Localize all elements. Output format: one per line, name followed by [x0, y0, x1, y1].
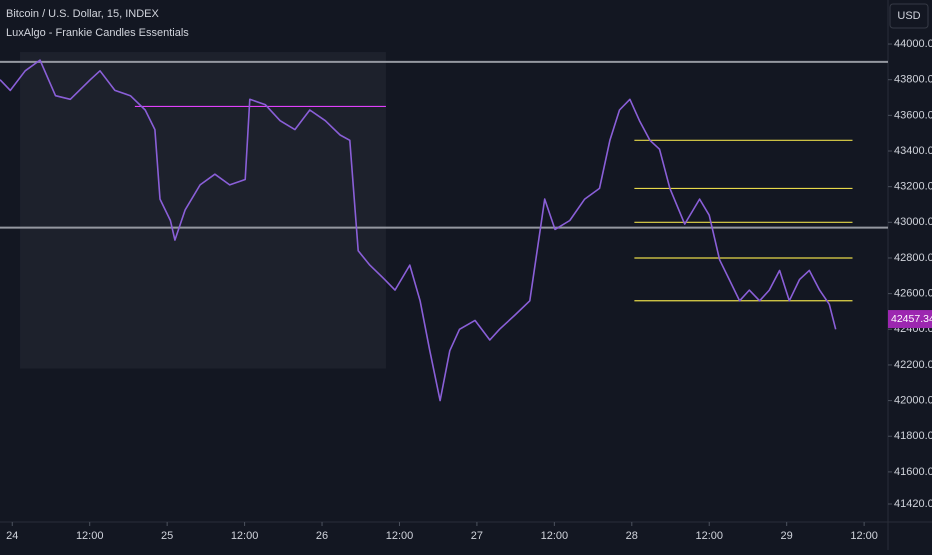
- y-tick-label: 43800.00: [894, 74, 932, 86]
- x-tick-label: 25: [161, 530, 173, 542]
- chart-title: Bitcoin / U.S. Dollar, 15, INDEX: [6, 8, 159, 20]
- x-tick-label: 12:00: [541, 530, 569, 542]
- x-tick-label: 28: [626, 530, 638, 542]
- indicator-name: LuxAlgo - Frankie Candles Essentials: [6, 27, 189, 39]
- x-tick-label: 12:00: [76, 530, 104, 542]
- y-tick-label: 42600.00: [894, 288, 932, 300]
- last-price-label: 42457.34: [891, 313, 932, 325]
- y-tick-label: 43200.00: [894, 181, 932, 193]
- x-tick-label: 12:00: [695, 530, 723, 542]
- x-tick-label: 12:00: [850, 530, 878, 542]
- y-tick-label: 42800.00: [894, 252, 932, 264]
- last-price-box: [888, 310, 932, 329]
- currency-button[interactable]: [889, 3, 929, 29]
- x-tick-label: 29: [781, 530, 793, 542]
- y-tick-label: 43000.00: [894, 216, 932, 228]
- price-line: [0, 59, 837, 402]
- y-tick-label: 41800.00: [894, 430, 932, 442]
- x-tick-label: 27: [471, 530, 483, 542]
- y-tick-label: 42200.00: [894, 359, 932, 371]
- y-tick-label: 44000.00: [894, 38, 932, 50]
- x-tick-label: 24: [6, 530, 18, 542]
- y-tick-label: 43600.00: [894, 109, 932, 121]
- volume-profile-box: [20, 52, 386, 369]
- currency[interactable]: USD: [897, 10, 920, 22]
- y-tick-label: 41600.00: [894, 466, 932, 478]
- x-tick-label: 12:00: [386, 530, 414, 542]
- y-tick-label: 41420.00: [894, 498, 932, 510]
- x-tick-label: 26: [316, 530, 328, 542]
- x-tick-label: 12:00: [231, 530, 259, 542]
- y-tick-label: 43400.00: [894, 145, 932, 157]
- y-tick-label: 42000.00: [894, 394, 932, 406]
